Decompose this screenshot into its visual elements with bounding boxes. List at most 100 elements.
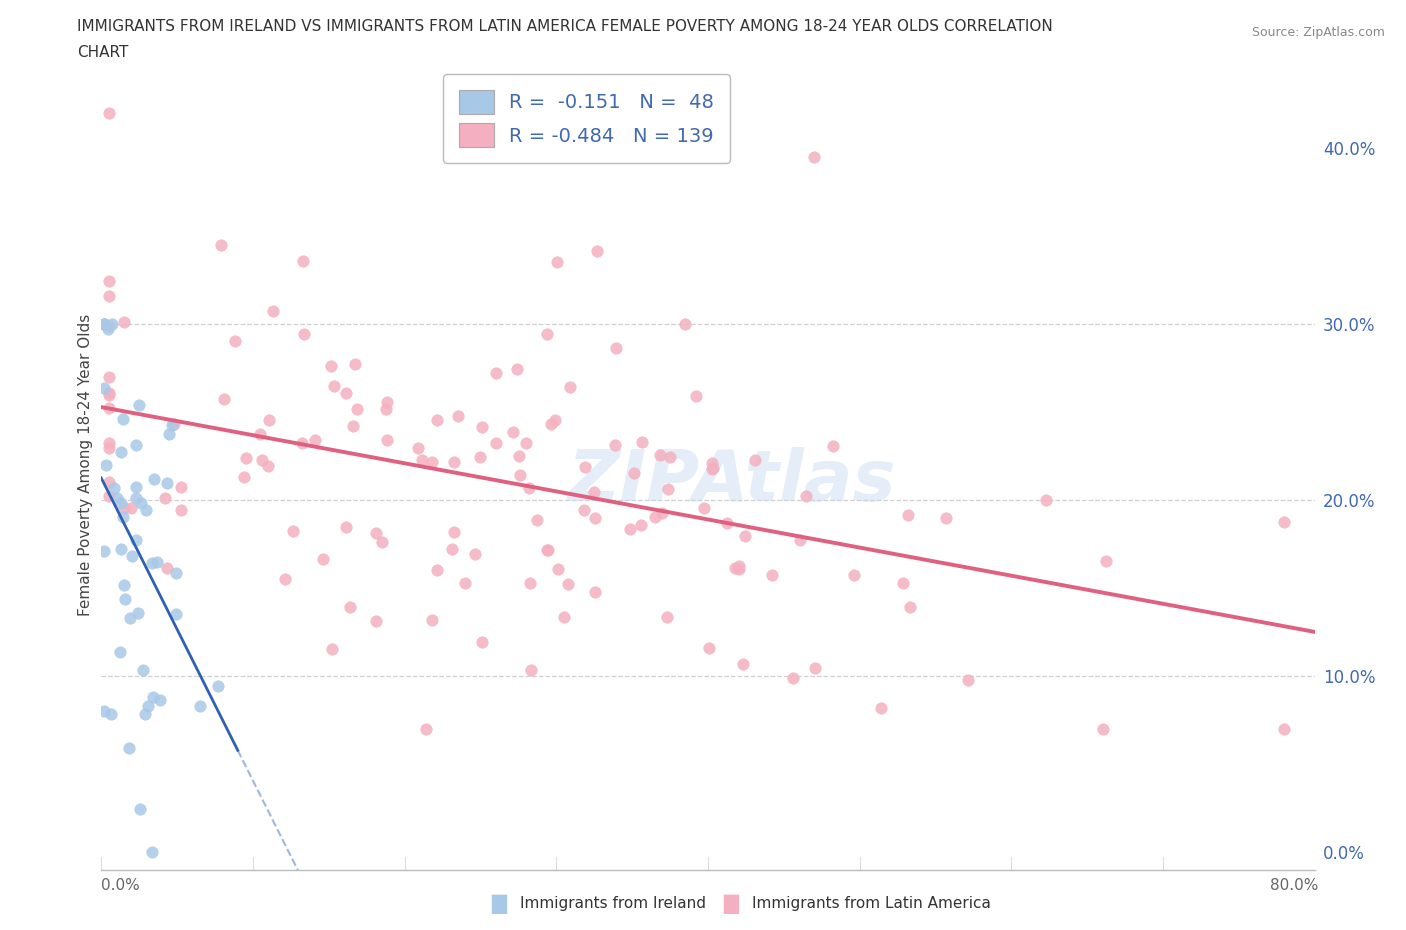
Point (274, 571, 297, 586)
Point (502, 425, 524, 440)
Point (346, 402, 368, 417)
Point (408, 441, 430, 456)
Point (256, 458, 278, 473)
Point (560, 379, 582, 394)
Text: Immigrants from Ireland: Immigrants from Ireland (520, 897, 706, 911)
Point (339, 600, 361, 615)
Point (142, 472, 165, 486)
Point (112, 412, 135, 427)
Point (163, 417, 186, 432)
Point (125, 532, 148, 547)
Point (374, 402, 396, 417)
Point (411, 452, 433, 467)
Point (509, 468, 531, 483)
Point (440, 542, 463, 557)
Text: █: █ (724, 895, 738, 913)
Point (464, 547, 486, 562)
Point (335, 386, 357, 401)
Point (582, 485, 605, 499)
Point (101, 317, 124, 332)
Point (727, 558, 749, 573)
Point (700, 456, 723, 471)
Point (170, 480, 193, 495)
Point (112, 578, 135, 592)
Point (114, 592, 136, 607)
Point (471, 634, 494, 649)
Point (515, 436, 537, 451)
Point (447, 409, 470, 424)
Point (426, 563, 449, 578)
Point (97, 435, 120, 450)
Point (586, 244, 609, 259)
Point (716, 516, 738, 531)
Point (443, 454, 465, 469)
Point (134, 707, 156, 722)
Point (108, 644, 131, 659)
Point (157, 427, 180, 442)
Text: 0.0%: 0.0% (101, 878, 141, 893)
Point (323, 379, 346, 394)
Point (93, 317, 115, 332)
Point (250, 453, 273, 468)
Point (724, 561, 747, 576)
Point (546, 255, 568, 270)
Point (675, 316, 697, 331)
Point (129, 802, 152, 817)
Point (744, 452, 766, 467)
Point (121, 549, 143, 564)
Point (111, 510, 134, 525)
Point (485, 436, 508, 451)
Point (536, 543, 558, 558)
Point (623, 466, 645, 481)
Point (520, 662, 543, 677)
Point (103, 481, 125, 496)
Point (605, 341, 627, 356)
Point (422, 455, 444, 470)
Point (97, 401, 120, 416)
Point (796, 488, 818, 503)
Point (97, 369, 120, 384)
Point (526, 512, 548, 527)
Point (727, 562, 749, 577)
Point (935, 511, 957, 525)
Point (97, 441, 120, 456)
Point (1095, 554, 1118, 569)
Point (468, 449, 491, 464)
Point (700, 461, 723, 476)
Point (644, 510, 666, 525)
Point (1272, 514, 1295, 529)
Point (97, 388, 120, 403)
Point (93, 704, 115, 719)
Point (153, 491, 176, 506)
Point (224, 334, 246, 349)
Point (100, 707, 122, 722)
Point (118, 740, 141, 755)
Point (583, 511, 606, 525)
Point (97, 385, 120, 400)
Point (761, 567, 783, 582)
Point (165, 606, 187, 621)
Point (844, 567, 866, 582)
Point (650, 505, 672, 520)
Point (364, 525, 387, 540)
Point (257, 413, 280, 428)
Point (508, 448, 530, 463)
Text: Source: ZipAtlas.com: Source: ZipAtlas.com (1251, 26, 1385, 39)
Point (292, 326, 315, 341)
Point (128, 397, 150, 412)
Point (574, 460, 596, 475)
Point (343, 357, 366, 372)
Point (291, 254, 314, 269)
Point (110, 496, 132, 511)
Point (93, 317, 115, 332)
Point (869, 701, 891, 716)
Point (149, 693, 172, 708)
Point (97, 106, 120, 121)
Point (135, 502, 157, 517)
Point (312, 551, 335, 566)
Point (659, 450, 682, 465)
Point (156, 475, 179, 490)
Point (93, 317, 115, 332)
Point (699, 641, 721, 656)
Point (207, 679, 229, 694)
